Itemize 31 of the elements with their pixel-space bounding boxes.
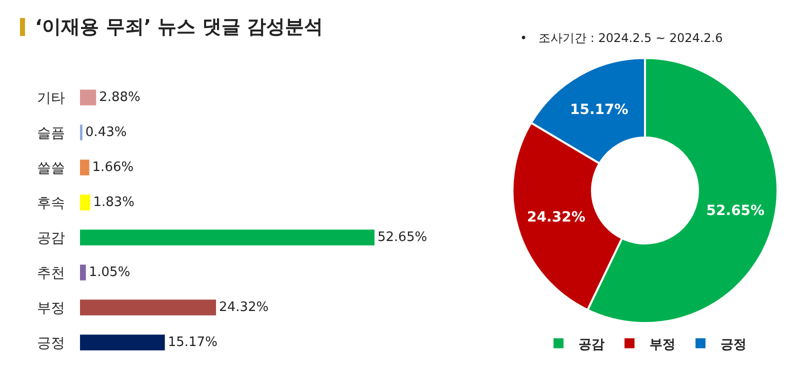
y-tick-label: 긍정 <box>37 335 65 352</box>
legend-label: 긍정 <box>720 337 746 352</box>
data-label: 2.88% <box>99 90 140 106</box>
y-tick-label: 공감 <box>37 230 65 246</box>
y-tick-label: 쓸쓸 <box>37 160 65 176</box>
data-label: 24.32% <box>219 300 269 316</box>
bar <box>80 300 216 316</box>
bar <box>80 334 165 350</box>
data-label: 15.17% <box>168 335 218 350</box>
legend-label: 부정 <box>650 337 676 352</box>
chart-title: ‘이재용 무죄’ 뉴스 댓글 감성분석 <box>35 15 323 40</box>
bar <box>80 194 90 210</box>
y-tick-label: 슬픔 <box>37 125 65 142</box>
data-label: 0.43% <box>85 125 127 140</box>
bar <box>80 230 374 246</box>
y-tick-label: 부정 <box>37 300 65 316</box>
data-label: 1.66% <box>92 160 134 176</box>
data-label: 52.65% <box>706 203 765 220</box>
y-tick-label: 추천 <box>37 265 65 282</box>
data-label: 1.83% <box>93 195 135 210</box>
bar <box>80 90 96 106</box>
y-tick-label: 후속 <box>37 195 65 212</box>
data-label: 15.17% <box>570 102 628 118</box>
bar <box>80 264 86 280</box>
data-label: 24.32% <box>527 209 586 226</box>
data-label: 1.05% <box>88 265 130 280</box>
chart-subtitle: • 조사기간 : 2024.2.5 ~ 2024.2.6 <box>520 30 723 47</box>
y-tick-label: 기타 <box>37 90 65 106</box>
bar <box>80 160 90 176</box>
legend-label: 공감 <box>578 337 604 352</box>
data-label: 52.65% <box>378 230 428 246</box>
